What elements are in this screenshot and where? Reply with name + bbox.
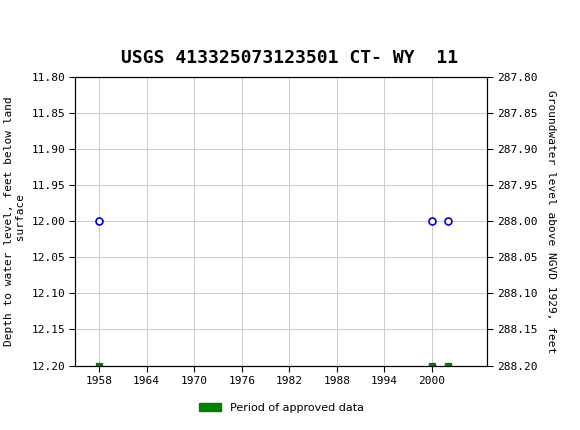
Legend: Period of approved data: Period of approved data [194, 399, 368, 418]
Text: ▒USGS: ▒USGS [17, 15, 72, 37]
Text: USGS 413325073123501 CT- WY  11: USGS 413325073123501 CT- WY 11 [121, 49, 459, 67]
Y-axis label: Depth to water level, feet below land
 surface: Depth to water level, feet below land su… [4, 97, 26, 346]
Y-axis label: Groundwater level above NGVD 1929, feet: Groundwater level above NGVD 1929, feet [546, 90, 556, 353]
